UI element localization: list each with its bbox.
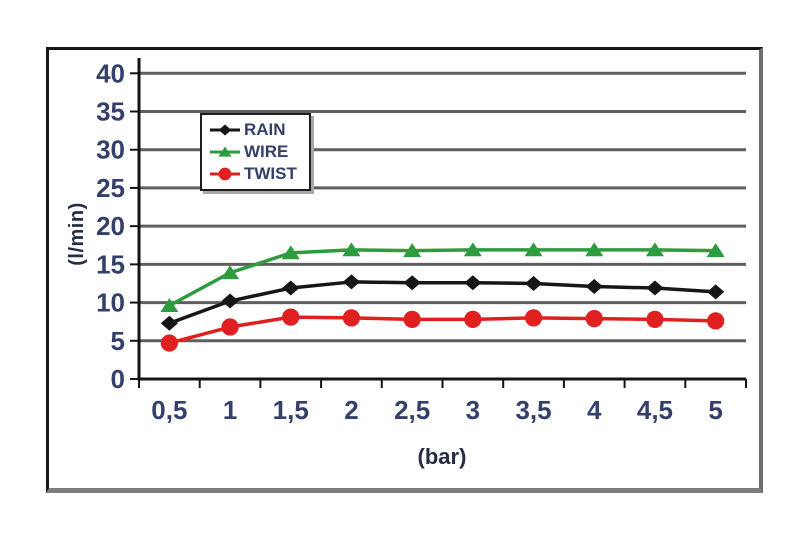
- x-tick-label: 1: [223, 395, 237, 425]
- axis-ticks: [130, 72, 747, 388]
- series-rain: [160, 274, 725, 331]
- legend-item-wire: WIRE: [209, 142, 297, 161]
- y-tick-labels: 0 5 10 15 20 25 30 35 40: [96, 58, 125, 394]
- x-tick-label: 4: [587, 395, 602, 425]
- legend: RAIN WIRE TWIST: [200, 113, 311, 191]
- legend-label-wire: WIRE: [244, 142, 289, 161]
- x-tick-label: 4,5: [637, 395, 673, 425]
- y-tick-label: 0: [111, 364, 125, 394]
- legend-item-twist: TWIST: [209, 164, 297, 183]
- y-tick-label: 25: [96, 173, 125, 203]
- x-tick-label: 5: [708, 395, 722, 425]
- x-tick-label: 3,5: [515, 395, 551, 425]
- wire-series-marker-icon: [210, 146, 240, 157]
- y-tick-label: 15: [96, 249, 125, 279]
- y-tick-label: 30: [96, 135, 125, 165]
- y-tick-label: 35: [96, 97, 125, 127]
- x-tick-label: 0,5: [151, 395, 187, 425]
- y-tick-label: 5: [111, 326, 125, 356]
- series-wire: [160, 242, 725, 313]
- rain-series-marker-icon: [210, 124, 240, 135]
- y-tick-label: 10: [96, 288, 125, 318]
- y-tick-label: 20: [96, 211, 125, 241]
- legend-label-rain: RAIN: [244, 120, 286, 139]
- x-axis-title: (bar): [417, 444, 467, 469]
- chart-frame: [46, 47, 763, 493]
- x-tick-label: 2: [344, 395, 358, 425]
- x-tick-label: 1,5: [273, 395, 309, 425]
- x-tick-label: 2,5: [394, 395, 430, 425]
- y-axis-title: (l/min): [66, 202, 88, 266]
- legend-label-twist: TWIST: [244, 164, 297, 183]
- x-tick-labels: 0,5 1 1,5 2 2,5 3 3,5 4 4,5 5: [151, 395, 723, 425]
- twist-series-marker-icon: [210, 167, 240, 180]
- x-tick-label: 3: [466, 395, 480, 425]
- y-tick-label: 40: [96, 58, 125, 88]
- series-twist: [160, 308, 725, 352]
- legend-item-rain: RAIN: [209, 120, 297, 139]
